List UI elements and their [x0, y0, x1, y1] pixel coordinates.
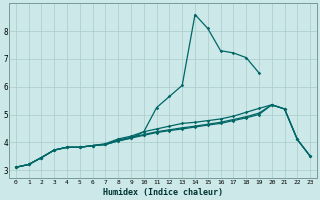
X-axis label: Humidex (Indice chaleur): Humidex (Indice chaleur)	[103, 188, 223, 197]
